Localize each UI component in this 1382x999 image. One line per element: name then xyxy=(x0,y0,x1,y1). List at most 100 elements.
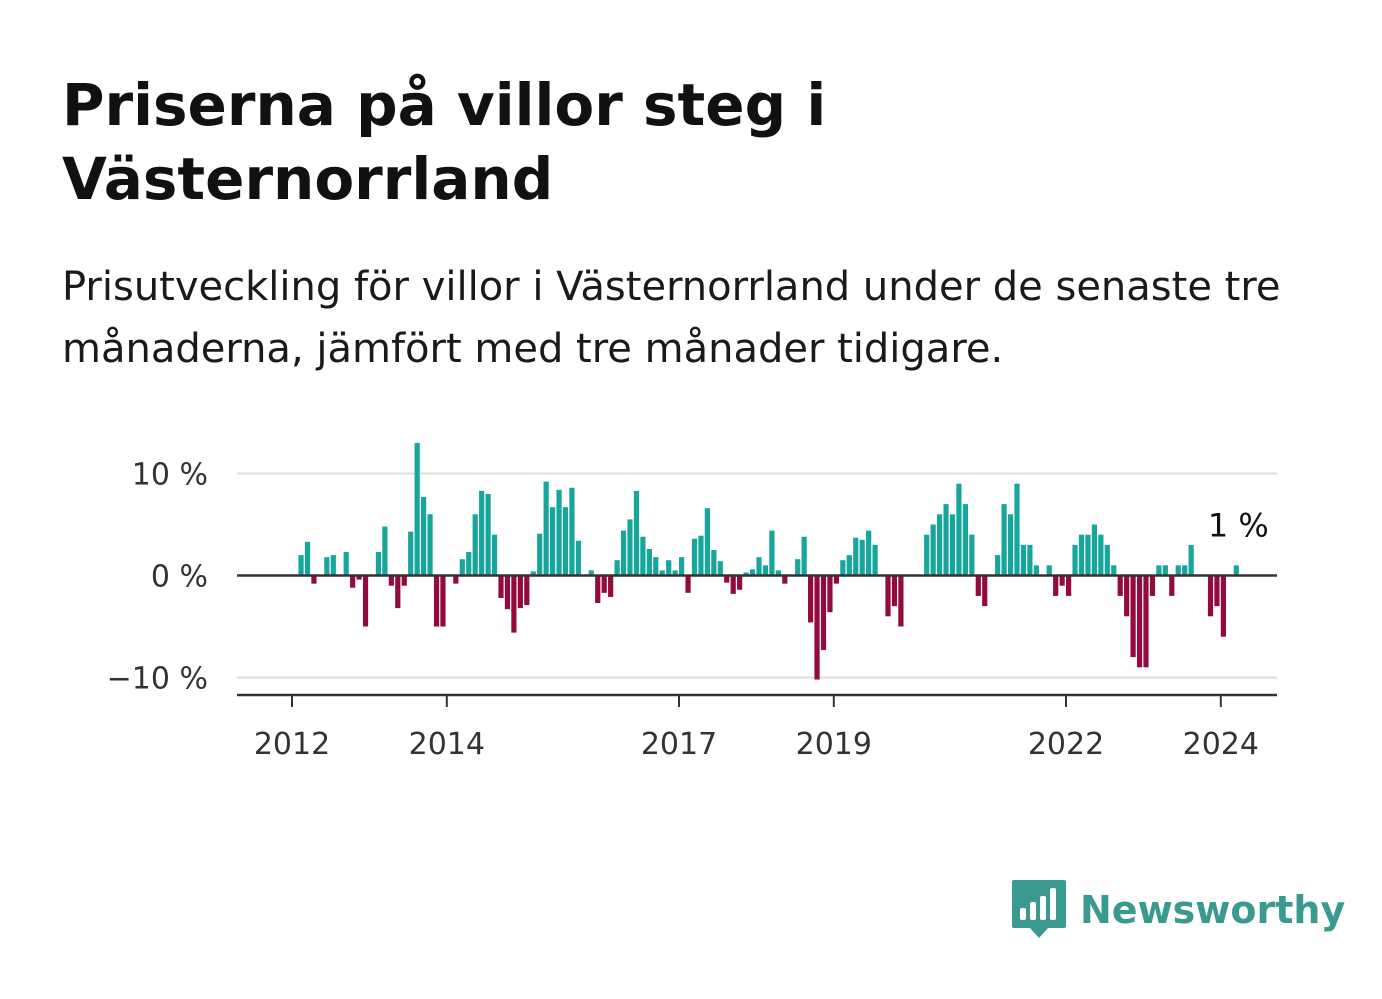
x-tick-label: 2019 xyxy=(796,727,872,762)
bar xyxy=(840,560,846,576)
bar xyxy=(479,490,485,576)
bar xyxy=(556,489,562,576)
bar xyxy=(943,504,949,576)
bar xyxy=(537,533,543,576)
bar xyxy=(1214,575,1220,607)
bar xyxy=(795,559,801,576)
bar xyxy=(762,565,769,576)
bar xyxy=(466,552,472,576)
newsworthy-logo: Newsworthy xyxy=(1010,878,1345,942)
bar xyxy=(704,508,710,576)
bar xyxy=(859,539,865,576)
bar xyxy=(846,555,852,576)
bar xyxy=(1085,534,1091,576)
bar xyxy=(1188,544,1194,576)
bar xyxy=(620,530,627,576)
bar xyxy=(524,575,530,606)
bar xyxy=(1233,565,1239,576)
bar xyxy=(891,575,898,607)
bar xyxy=(737,575,743,590)
bar xyxy=(924,534,930,576)
bar xyxy=(324,557,330,576)
bar xyxy=(401,575,407,586)
bar xyxy=(949,514,956,576)
bar xyxy=(408,531,414,576)
bar xyxy=(1220,575,1226,637)
bar xyxy=(659,570,665,576)
bar xyxy=(801,536,807,576)
brand-name: Newsworthy xyxy=(1080,888,1346,932)
y-tick-label: 10 % xyxy=(132,458,208,493)
y-tick-label: −10 % xyxy=(107,662,208,697)
bar xyxy=(575,540,581,576)
bar xyxy=(1182,565,1188,576)
bar xyxy=(350,575,356,588)
bar xyxy=(375,552,382,576)
bar xyxy=(1143,575,1149,668)
bar xyxy=(853,537,859,576)
bar xyxy=(1001,504,1007,576)
bar xyxy=(814,575,820,680)
bar xyxy=(414,442,420,576)
bar xyxy=(1104,544,1110,576)
x-tick-label: 2012 xyxy=(254,727,330,762)
bar xyxy=(588,570,594,576)
bar xyxy=(930,524,936,576)
bar xyxy=(666,560,672,576)
x-tick-label: 2017 xyxy=(641,727,717,762)
bar xyxy=(356,575,362,580)
bar xyxy=(1207,575,1214,617)
bar xyxy=(679,557,685,576)
bar xyxy=(1059,575,1065,586)
y-tick-label: 0 % xyxy=(151,560,208,595)
bar xyxy=(962,504,968,576)
bar xyxy=(569,487,575,576)
bar xyxy=(1111,565,1117,576)
gridlines xyxy=(237,472,1277,679)
bar xyxy=(827,575,833,613)
bar xyxy=(1072,544,1078,576)
bar xyxy=(517,575,523,609)
bar xyxy=(382,526,388,576)
bar xyxy=(698,535,704,576)
bar xyxy=(937,514,943,576)
bar xyxy=(711,550,717,576)
bar xyxy=(343,552,349,576)
bar xyxy=(1046,565,1052,576)
chart-subtitle: Prisutveckling för villor i Västernorrla… xyxy=(62,264,1281,372)
bar xyxy=(498,575,504,598)
bar xyxy=(685,575,691,593)
bar xyxy=(595,575,601,604)
bar xyxy=(782,575,788,584)
bar xyxy=(633,490,640,576)
bar xyxy=(833,575,839,584)
x-tick-label: 2022 xyxy=(1028,727,1104,762)
bar xyxy=(491,534,498,576)
last-value-label: 1 % xyxy=(1208,506,1269,544)
bar xyxy=(775,570,781,576)
bar xyxy=(982,575,988,607)
bar xyxy=(995,555,1001,576)
bar xyxy=(298,555,304,576)
bar xyxy=(562,507,569,576)
bar xyxy=(1130,575,1136,658)
bar xyxy=(330,555,336,576)
bar xyxy=(601,575,607,593)
bar xyxy=(1027,544,1033,576)
bar xyxy=(866,530,872,576)
bar xyxy=(1007,514,1014,576)
bar xyxy=(1136,575,1143,668)
bar xyxy=(646,548,652,576)
bar xyxy=(1091,524,1097,576)
bar xyxy=(627,519,633,576)
bar xyxy=(433,575,440,627)
bar xyxy=(1156,565,1162,576)
bar xyxy=(1149,575,1156,596)
chart-title: Priserna på villor steg i Västernorrland xyxy=(62,71,827,213)
bar xyxy=(1124,575,1130,617)
bar xyxy=(504,575,511,610)
bar xyxy=(453,575,459,584)
bar-chart-speech-bubble-icon xyxy=(1012,880,1066,938)
bar xyxy=(1033,565,1039,576)
